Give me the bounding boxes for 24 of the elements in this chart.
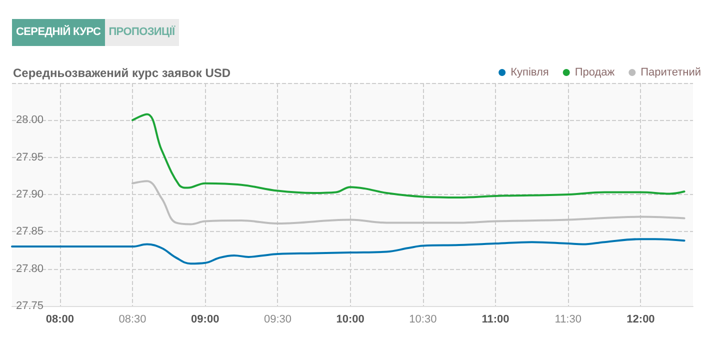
x-tick-label: 11:30 (554, 314, 582, 326)
y-tick-label: 27.85 (16, 226, 44, 238)
line-series (11, 238, 686, 265)
y-tick-label: 28.00 (16, 114, 44, 126)
text: ПРОПОЗИЦІЇ (104, 19, 179, 46)
legend-label: Продаж (574, 66, 616, 78)
x-tick-label: 09:00 (191, 314, 220, 326)
x-tick-label: 10:00 (336, 314, 364, 326)
y-tick-label: 27.75 (16, 300, 44, 312)
line-series (132, 180, 686, 226)
legend-label: Купівля (510, 66, 549, 78)
y-tick-label: 27.80 (16, 262, 44, 275)
x-tick-label: 10:30 (409, 314, 437, 326)
line-series (132, 113, 686, 198)
x-tick-label: 08:00 (46, 314, 74, 326)
legend-label: Паритетний (640, 66, 702, 78)
x-tick-label: 09:30 (264, 314, 292, 326)
chart-title: Середньозважений курс заявок USD (13, 66, 231, 80)
y-tick-label: 27.95 (16, 151, 44, 164)
x-tick-label: 11:00 (482, 314, 510, 326)
y-tick-label: 27.90 (16, 188, 44, 200)
x-tick-label: 12:00 (626, 314, 655, 326)
x-tick-label: 08:30 (118, 314, 146, 326)
text: СЕРЕДНІЙ КУРС (12, 19, 105, 46)
